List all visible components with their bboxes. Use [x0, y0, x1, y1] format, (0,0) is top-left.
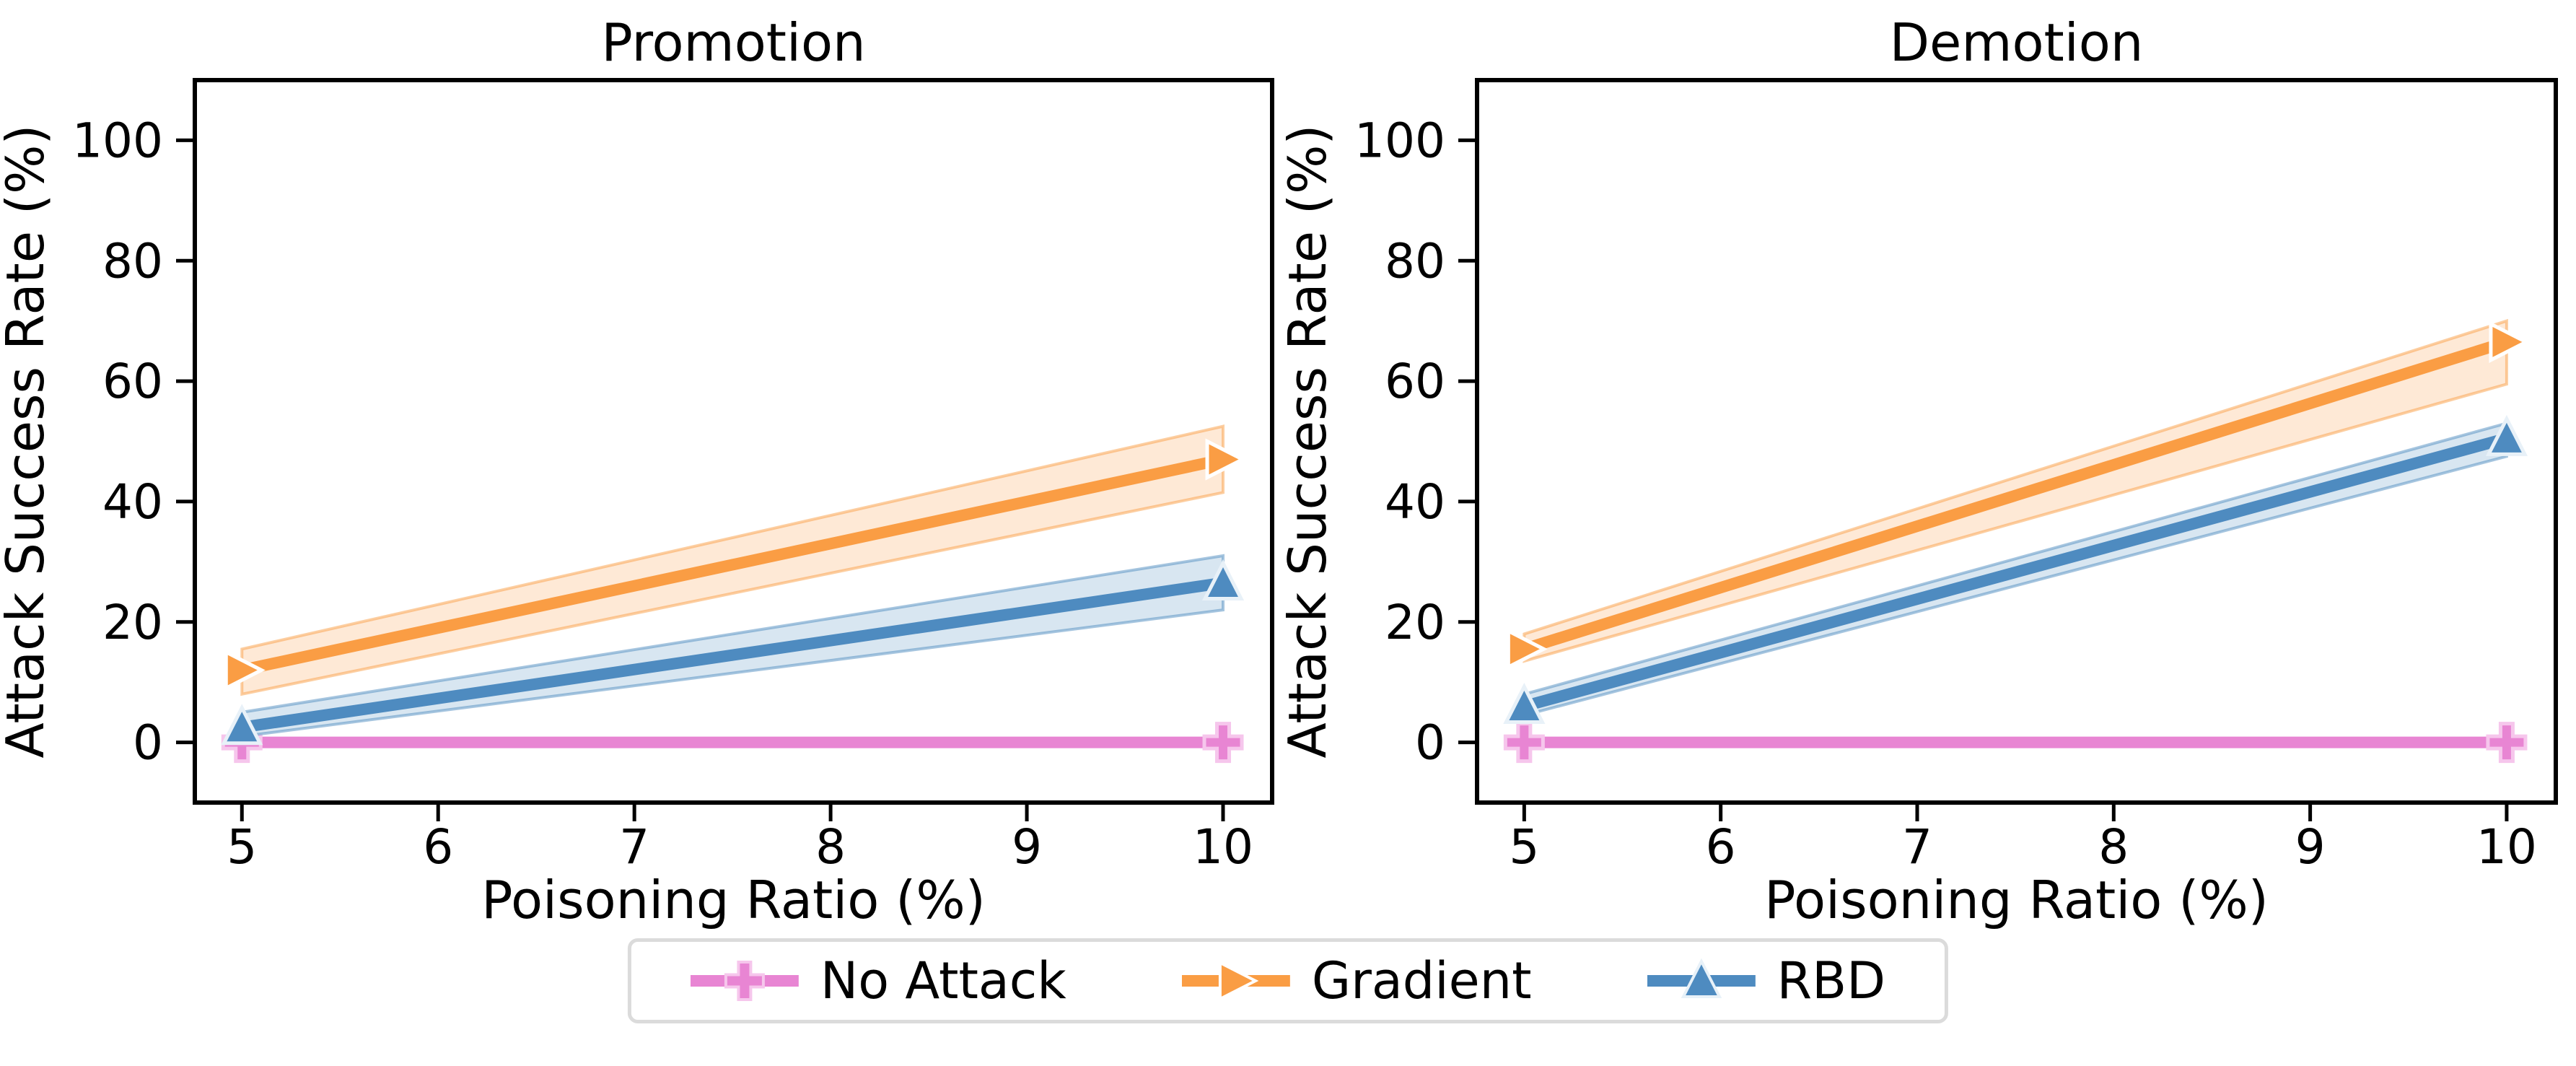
legend-label-no-attack: No Attack: [820, 951, 1066, 1010]
y-axis-label-demotion: Attack Success Rate (%): [1277, 124, 1338, 758]
y-tick-label: 20: [1385, 595, 1445, 650]
legend-entry-rbd: RBD: [1647, 951, 1886, 1010]
legend-handle-marker: [1218, 960, 1259, 1002]
axes-frame-demotion: [1475, 78, 2558, 805]
legend-entry-no-attack: No Attack: [690, 951, 1066, 1010]
y-axis-label-promotion: Attack Success Rate (%): [0, 124, 56, 758]
plot-title-promotion: Promotion: [601, 12, 865, 73]
legend-label-rbd: RBD: [1777, 951, 1886, 1010]
rbd-marker: [1201, 559, 1245, 601]
y-tick-label: 100: [1354, 113, 1445, 168]
legend-label-gradient: Gradient: [1311, 951, 1532, 1010]
x-tick-label: 5: [1509, 819, 1539, 875]
gradient-line: [1522, 336, 2509, 655]
y-tick-label: 80: [102, 233, 163, 289]
y-tick-label: 40: [102, 474, 163, 530]
x-axis-label-demotion: Poisoning Ratio (%): [1764, 870, 2269, 930]
x-tick-label: 6: [1706, 819, 1736, 875]
gradient-marker: [1205, 438, 1247, 481]
legend-handle-marker: [1681, 958, 1722, 998]
x-tick-label: 9: [2295, 819, 2326, 875]
rbd-line: [241, 577, 1225, 733]
no-attack-marker: [1503, 722, 1545, 764]
x-tick-label: 5: [227, 819, 257, 875]
y-tick-label: 0: [133, 715, 163, 771]
plot-title-demotion: Demotion: [1890, 12, 2144, 73]
gradient-line-marker-icon: [1181, 960, 1290, 1002]
y-tick-label: 60: [102, 354, 163, 409]
rbd-marker: [1503, 683, 1546, 725]
rbd-line: [1523, 432, 2509, 712]
x-tick-label: 6: [423, 819, 453, 875]
y-tick-label: 40: [1385, 474, 1445, 530]
gradient-marker: [224, 649, 266, 691]
x-axis-label-promotion: Poisoning Ratio (%): [481, 870, 986, 930]
y-tick-label: 0: [1415, 715, 1445, 771]
gradient-marker: [1506, 628, 1548, 670]
y-tick-label: 60: [1385, 354, 1445, 409]
y-tick-label: 80: [1385, 233, 1445, 289]
no-attack-line-marker-icon: [690, 961, 799, 1001]
rbd-line-marker-icon: [1647, 958, 1756, 998]
x-tick-label: 7: [619, 819, 649, 875]
legend-entry-gradient: Gradient: [1181, 951, 1532, 1010]
x-tick-label: 8: [2098, 819, 2129, 875]
legend: No Attack Gradient RBD: [627, 938, 1949, 1023]
no-attack-marker: [1202, 722, 1244, 764]
gradient-marker: [2489, 320, 2531, 363]
x-tick-label: 8: [815, 819, 846, 875]
no-attack-marker: [2486, 722, 2528, 764]
y-tick-label: 100: [72, 113, 163, 168]
y-tick-label: 20: [102, 595, 163, 650]
x-tick-label: 10: [2476, 819, 2537, 875]
axes-frame-promotion: [193, 78, 1274, 805]
legend-handle-marker: [724, 961, 765, 1001]
x-tick-label: 10: [1193, 819, 1253, 875]
rbd-marker: [221, 704, 263, 746]
gradient-line: [240, 453, 1225, 676]
x-tick-label: 9: [1012, 819, 1042, 875]
rbd-marker: [2485, 414, 2528, 456]
x-tick-label: 7: [1902, 819, 1932, 875]
